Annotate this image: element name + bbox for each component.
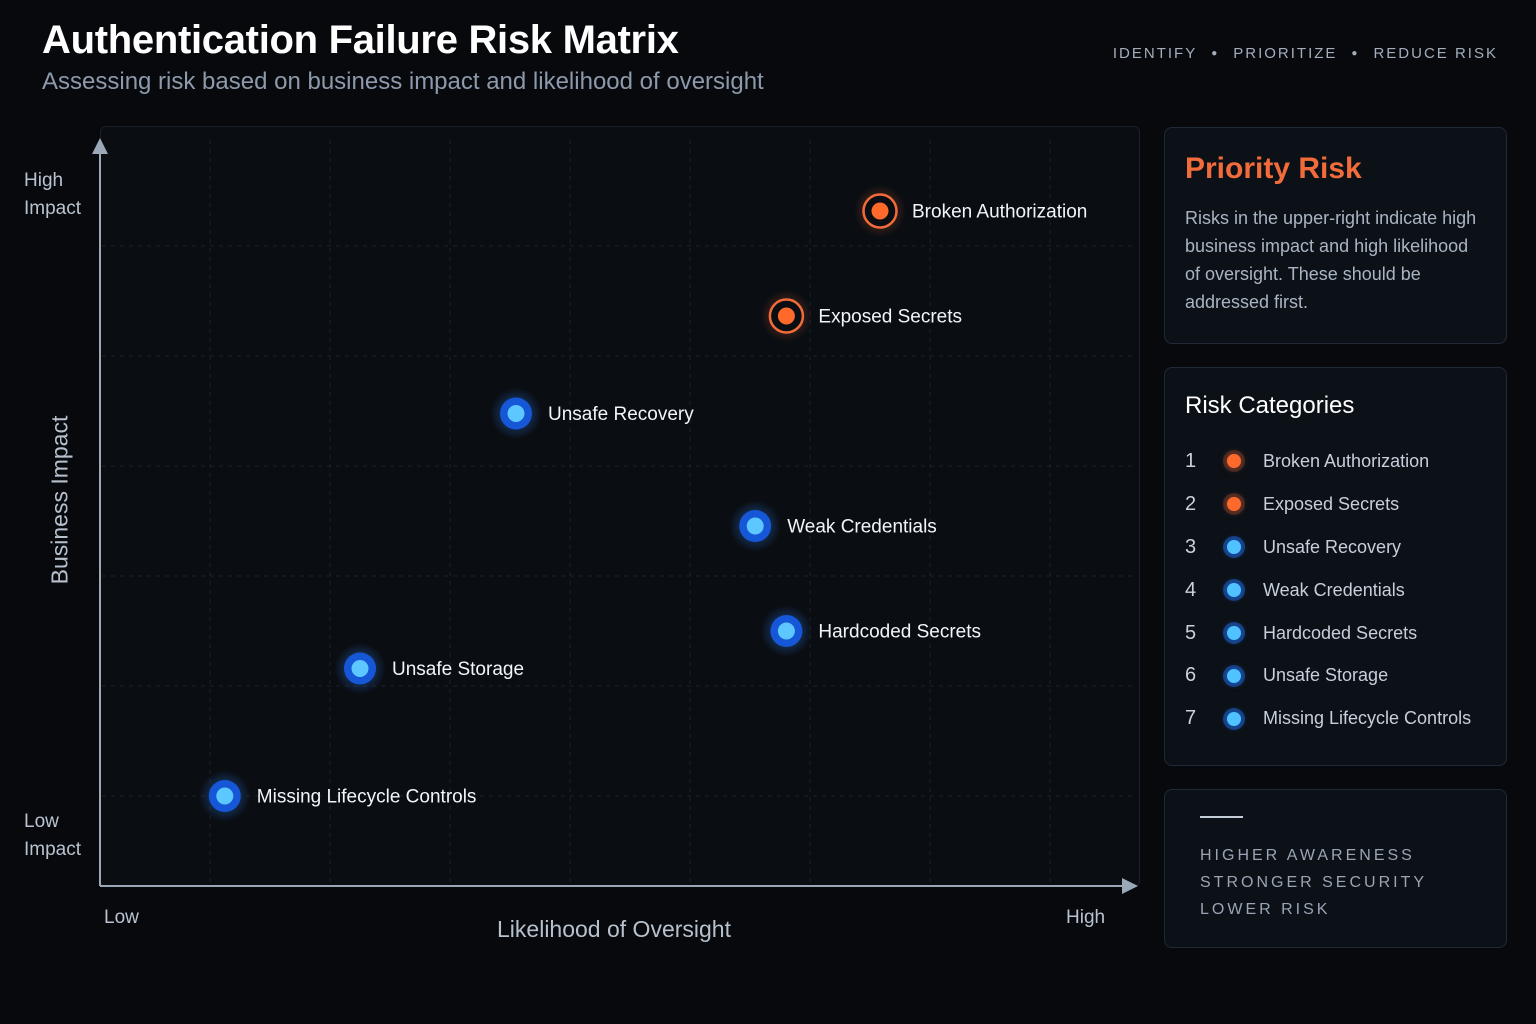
- tagline: IDENTIFY ● PRIORITIZE ● REDUCE RISK: [1113, 45, 1498, 62]
- page-subtitle: Assessing risk based on business impact …: [42, 68, 764, 95]
- list-item: 3 Unsafe Recovery: [1185, 526, 1486, 569]
- point-core: [777, 307, 795, 325]
- risk-dot-icon: [1227, 626, 1241, 640]
- risk-categories-list: 1 Broken Authorization 2 Exposed Secrets…: [1185, 440, 1486, 740]
- category-number: 4: [1185, 578, 1197, 601]
- y-high-tick-line1: High: [24, 170, 64, 191]
- motto-line-1: HIGHER AWARENESS: [1200, 847, 1415, 864]
- point-core: [871, 202, 889, 220]
- x-low-tick: Low: [104, 907, 139, 928]
- grid-lines: [102, 140, 1136, 884]
- point-label: Weak Credentials: [787, 517, 937, 538]
- list-item: 4 Weak Credentials: [1185, 569, 1486, 612]
- category-label: Weak Credentials: [1263, 579, 1405, 600]
- page-title: Authentication Failure Risk Matrix: [42, 18, 679, 62]
- risk-dot-icon: [1227, 454, 1241, 469]
- tagline-identify: IDENTIFY: [1112, 45, 1198, 62]
- tagline-prioritize: PRIORITIZE: [1233, 45, 1338, 62]
- point-core: [746, 517, 764, 535]
- y-high-tick-line2: Impact: [24, 198, 82, 219]
- point-label: Hardcoded Secrets: [818, 622, 981, 643]
- point-label: Broken Authorization: [912, 202, 1087, 223]
- point-core: [507, 405, 525, 422]
- bullet-icon: ●: [1351, 48, 1360, 59]
- category-label: Unsafe Recovery: [1263, 536, 1402, 557]
- y-low-tick-line2: Impact: [24, 839, 82, 860]
- list-item: 5 Hardcoded Secrets: [1185, 612, 1486, 655]
- data-points: Broken Authorization Exposed Secrets Unsaf…: [198, 185, 1087, 822]
- category-label: Broken Authorization: [1263, 450, 1430, 471]
- priority-risk-panel: Priority Risk Risks in the upper-right i…: [1164, 127, 1507, 344]
- data-point: Broken Authorization: [854, 185, 1087, 237]
- risk-dot-icon: [1227, 497, 1241, 512]
- point-core: [216, 787, 234, 805]
- risk-dot-icon: [1227, 540, 1241, 555]
- risk-dot-icon: [1227, 668, 1241, 683]
- point-label: Unsafe Recovery: [548, 404, 694, 425]
- data-point: Hardcoded Secrets: [760, 605, 981, 657]
- data-point: Missing Lifecycle Controls: [198, 770, 477, 822]
- y-high-tick: High Impact: [24, 167, 81, 223]
- priority-risk-title: Priority Risk: [1185, 152, 1362, 185]
- risk-categories-title: Risk Categories: [1185, 392, 1355, 419]
- motto-panel: HIGHER AWARENESS STRONGER SECURITY LOWER…: [1164, 789, 1507, 948]
- category-label: Missing Lifecycle Controls: [1263, 708, 1472, 729]
- data-point: Unsafe Recovery: [490, 387, 694, 440]
- category-number: 6: [1185, 664, 1197, 687]
- data-point: Unsafe Storage: [334, 642, 524, 695]
- point-label: Unsafe Storage: [392, 659, 524, 680]
- risk-dot-icon: [1227, 583, 1241, 598]
- point-label: Exposed Secrets: [818, 307, 962, 328]
- risk-dot-icon: [1227, 711, 1241, 726]
- y-low-tick: Low Impact: [24, 808, 81, 864]
- point-core: [351, 660, 369, 677]
- category-label: Unsafe Storage: [1263, 665, 1389, 686]
- category-number: 7: [1185, 707, 1197, 730]
- category-number: 5: [1185, 621, 1197, 644]
- bullet-icon: ●: [1211, 48, 1220, 59]
- category-number: 3: [1185, 535, 1197, 558]
- point-core: [777, 622, 795, 640]
- motto-divider: [1200, 816, 1243, 818]
- category-number: 1: [1185, 449, 1197, 472]
- y-axis-label: Business Impact: [46, 415, 73, 585]
- motto-line-3: LOWER RISK: [1200, 901, 1331, 918]
- motto-line-2: STRONGER SECURITY: [1200, 874, 1428, 891]
- data-point: Exposed Secrets: [760, 290, 962, 342]
- data-point: Weak Credentials: [729, 500, 937, 552]
- x-high-tick: High: [1066, 907, 1106, 928]
- priority-risk-text: Risks in the upper-right indicate high b…: [1185, 208, 1477, 312]
- point-label: Missing Lifecycle Controls: [257, 787, 477, 808]
- tagline-reduce-risk: REDUCE RISK: [1373, 45, 1498, 62]
- category-number: 2: [1185, 492, 1197, 515]
- y-low-tick-line1: Low: [24, 811, 59, 832]
- category-label: Hardcoded Secrets: [1263, 622, 1418, 643]
- category-label: Exposed Secrets: [1263, 493, 1400, 514]
- list-item: 7 Missing Lifecycle Controls: [1185, 697, 1486, 740]
- list-item: 2 Exposed Secrets: [1185, 483, 1486, 526]
- x-axis-label: Likelihood of Oversight: [497, 916, 731, 942]
- chart-panel: [100, 126, 1140, 887]
- list-item: 1 Broken Authorization: [1185, 440, 1486, 483]
- list-item: 6 Unsafe Storage: [1185, 654, 1486, 697]
- risk-categories-panel: Risk Categories 1 Broken Authorization 2…: [1164, 367, 1507, 766]
